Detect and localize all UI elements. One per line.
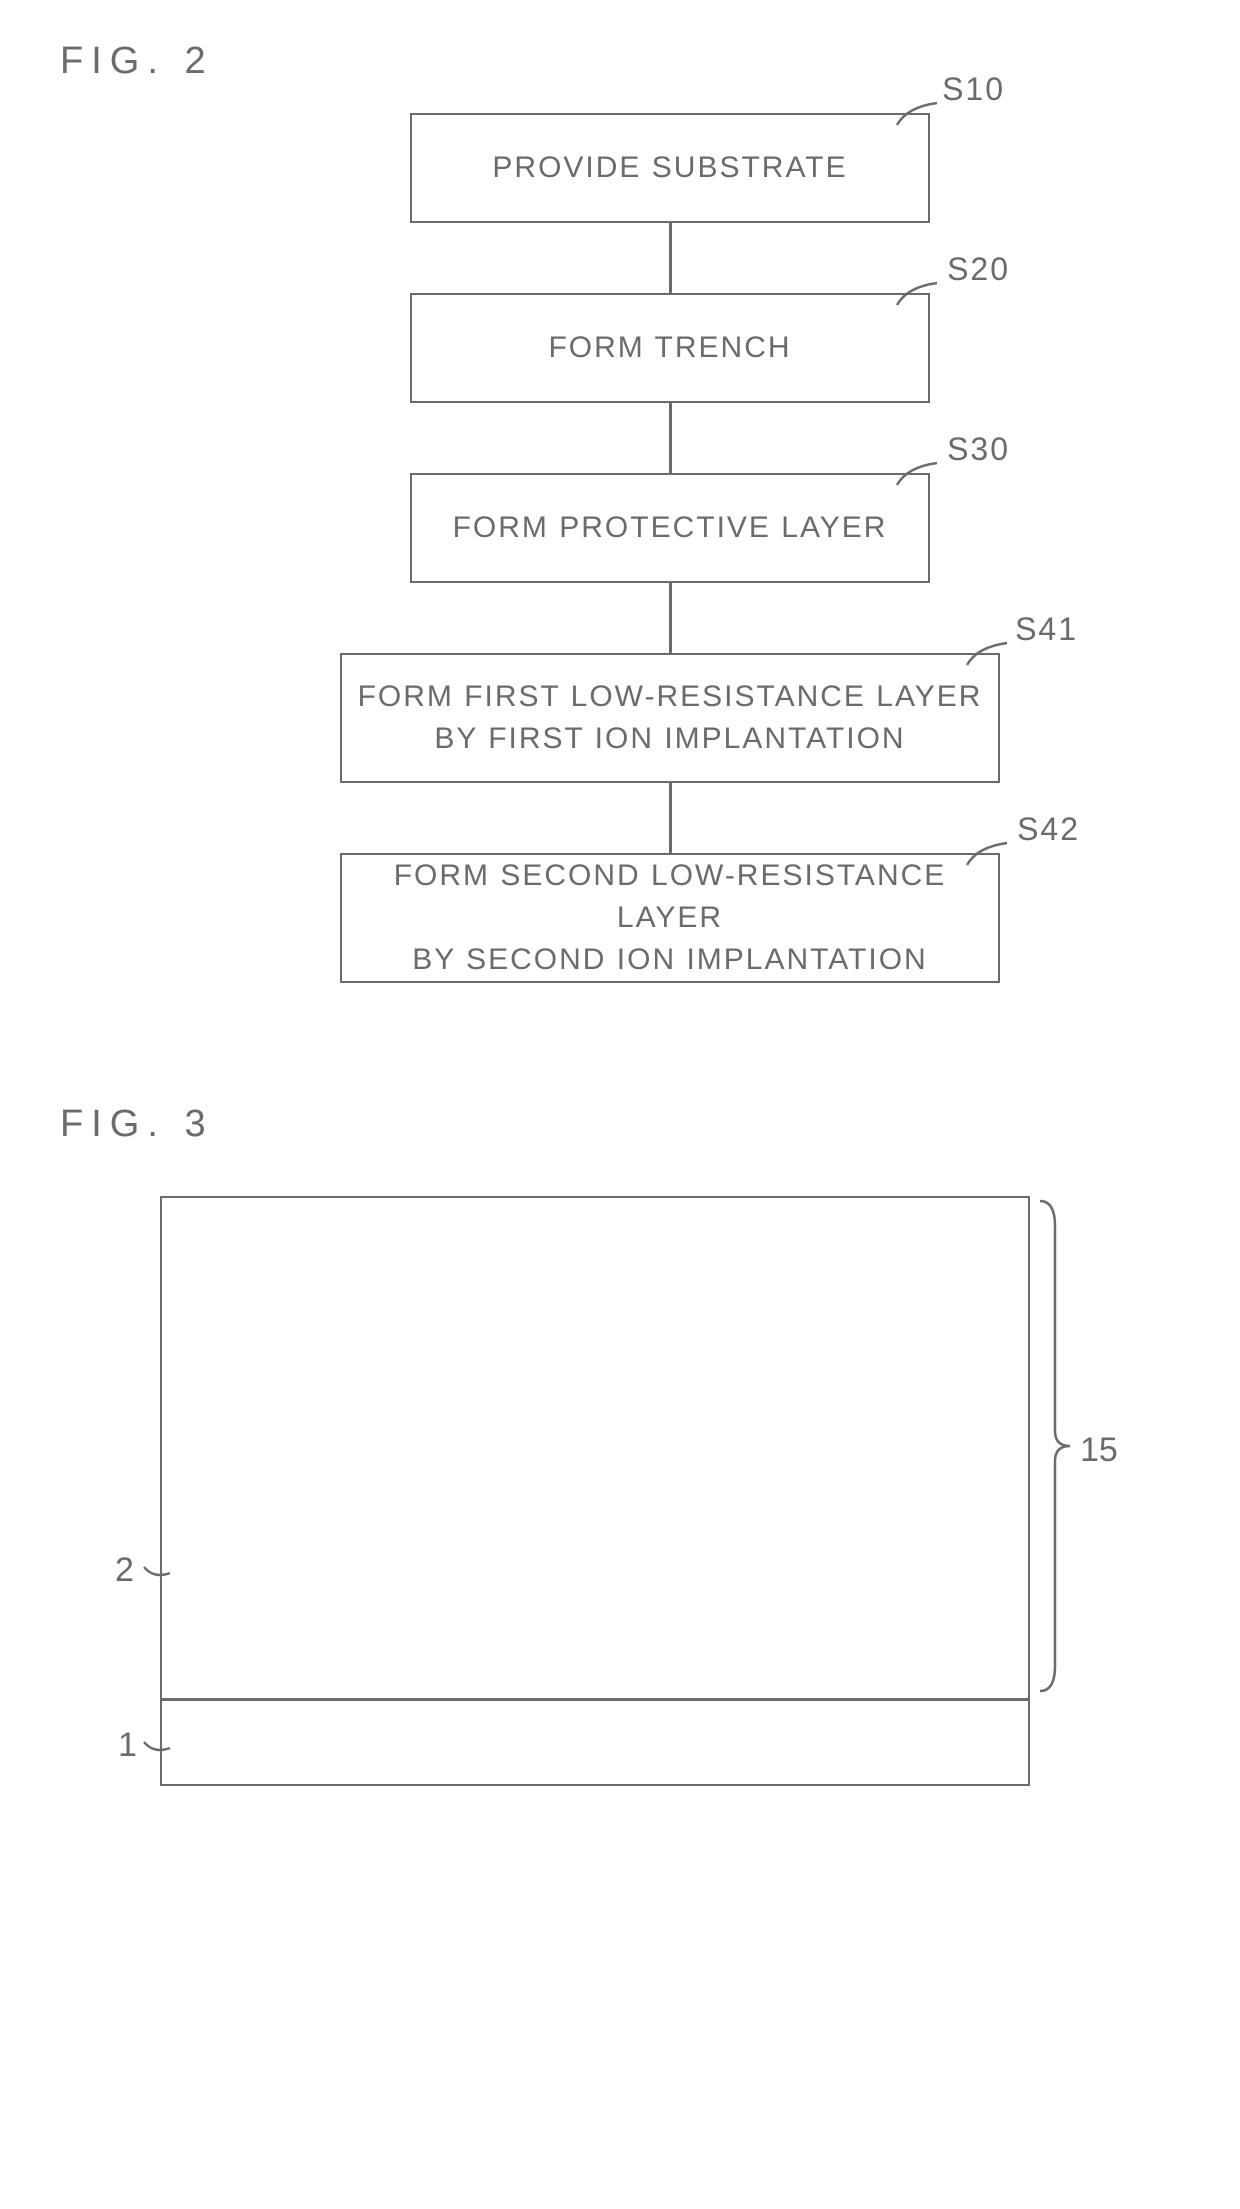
step-s10-curve xyxy=(892,97,942,127)
step-s42-container: S42 FORM SECOND LOW-RESISTANCE LAYER BY … xyxy=(340,853,1000,983)
ref-2-tick xyxy=(142,1561,172,1581)
connector-1 xyxy=(669,223,672,293)
step-s20-box: FORM TRENCH xyxy=(410,293,930,403)
fig2-title: FIG. 2 xyxy=(60,40,1180,83)
step-s41-box: FORM FIRST LOW-RESISTANCE LAYER BY FIRST… xyxy=(340,653,1000,783)
step-s10-container: S10 PROVIDE SUBSTRATE xyxy=(410,113,930,223)
step-s42-label: S42 xyxy=(1017,811,1080,848)
connector-4 xyxy=(669,783,672,853)
step-s42-box: FORM SECOND LOW-RESISTANCE LAYER BY SECO… xyxy=(340,853,1000,983)
step-s30-label: S30 xyxy=(947,431,1010,468)
step-s20-curve xyxy=(892,277,942,307)
step-s30-text: FORM PROTECTIVE LAYER xyxy=(453,507,888,549)
step-s41-text: FORM FIRST LOW-RESISTANCE LAYER BY FIRST… xyxy=(358,676,983,760)
step-s10-label: S10 xyxy=(942,71,1005,108)
step-s41-curve xyxy=(962,637,1012,667)
ref-1-tick xyxy=(142,1736,172,1756)
step-s30-box: FORM PROTECTIVE LAYER xyxy=(410,473,930,583)
step-s42-curve xyxy=(962,837,1012,867)
substrate-diagram xyxy=(160,1196,1030,1786)
ref-15-brace xyxy=(1035,1196,1075,1696)
step-s10-box: PROVIDE SUBSTRATE xyxy=(410,113,930,223)
ref-2-label: 2 xyxy=(115,1551,134,1590)
fig3-container: 2 1 15 xyxy=(160,1196,1180,1786)
step-s41-container: S41 FORM FIRST LOW-RESISTANCE LAYER BY F… xyxy=(340,653,1000,783)
step-s20-label: S20 xyxy=(947,251,1010,288)
ref-15-label: 15 xyxy=(1080,1431,1118,1470)
flowchart: S10 PROVIDE SUBSTRATE S20 FORM TRENCH S3… xyxy=(160,113,1180,983)
step-s41-label: S41 xyxy=(1015,611,1078,648)
step-s20-container: S20 FORM TRENCH xyxy=(410,293,930,403)
connector-2 xyxy=(669,403,672,473)
step-s20-text: FORM TRENCH xyxy=(548,327,791,369)
connector-3 xyxy=(669,583,672,653)
fig3-title: FIG. 3 xyxy=(60,1103,1180,1146)
step-s30-container: S30 FORM PROTECTIVE LAYER xyxy=(410,473,930,583)
step-s30-curve xyxy=(892,457,942,487)
ref-1-label: 1 xyxy=(118,1726,137,1765)
layer-divider xyxy=(162,1698,1028,1701)
step-s10-text: PROVIDE SUBSTRATE xyxy=(492,147,847,189)
step-s42-text: FORM SECOND LOW-RESISTANCE LAYER BY SECO… xyxy=(342,855,998,981)
